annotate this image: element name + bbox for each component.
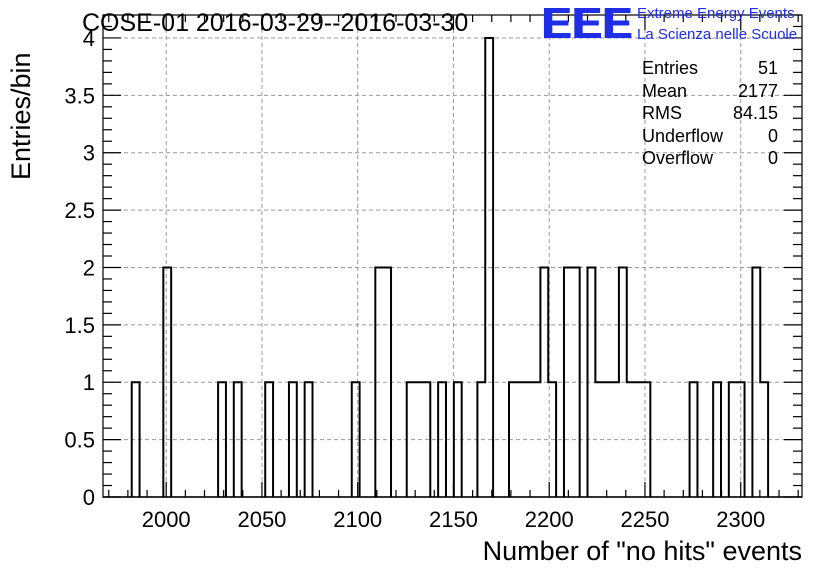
- x-axis-label: Number of "no hits" events: [482, 536, 802, 566]
- axis-ticks: [103, 14, 802, 498]
- x-tick-label: 2100: [333, 507, 382, 532]
- stat-value: 2177: [737, 80, 778, 101]
- logo-subtitle-line1: Extreme Energy Events: [637, 5, 795, 22]
- stat-name: Underflow: [642, 125, 724, 146]
- stat-value: 0: [767, 148, 778, 168]
- stat-row-rms: RMS 84.15: [640, 103, 780, 126]
- y-tick-label: 2.5: [64, 198, 95, 223]
- stat-name: RMS: [642, 103, 682, 123]
- logo-mark: EEE: [542, 0, 634, 48]
- stat-name: Overflow: [642, 148, 714, 168]
- x-tick-label: 2050: [237, 507, 286, 532]
- stat-value: 51: [757, 58, 778, 78]
- stat-row-overflow: Overflow 0: [640, 148, 780, 171]
- stat-row-underflow: Underflow 0: [640, 126, 780, 149]
- histogram-outline: [130, 36, 770, 497]
- x-tick-label: 2150: [429, 507, 478, 532]
- y-tick-label: 0: [83, 485, 95, 510]
- stats-box: Entries 51 Mean 2177 RMS 84.15 Underflow…: [640, 58, 780, 171]
- stat-name: Mean: [642, 80, 688, 101]
- y-tick-label: 2: [83, 255, 95, 280]
- y-tick-label: 3: [83, 141, 95, 166]
- stat-row-entries: Entries 51: [640, 58, 780, 81]
- chart-title: COSE-01 2016-03-29--2016-03-30: [82, 9, 469, 37]
- y-tick-label: 3.5: [64, 83, 95, 108]
- y-axis-label: Entries/bin: [6, 52, 36, 180]
- y-tick-label: 4: [83, 26, 95, 51]
- stat-value: 84.15: [732, 103, 778, 123]
- stat-row-mean: Mean 2177: [640, 81, 780, 104]
- logo-subtitle-line2: La Scienza nelle Scuole: [637, 26, 798, 43]
- x-tick-label: 2250: [620, 507, 669, 532]
- y-tick-label: 0.5: [64, 428, 95, 453]
- x-tick-label: 2200: [525, 507, 574, 532]
- y-tick-label: 1: [83, 370, 95, 395]
- y-tick-label: 1.5: [64, 313, 95, 338]
- axis-tick-labels: 2000 2050 2100 2150 2200 2250 2300 0 0.5 1 1.5 2 2.5…: [64, 26, 765, 532]
- x-tick-label: 2300: [716, 507, 765, 532]
- stat-value: 0: [767, 125, 778, 146]
- stat-name: Entries: [642, 58, 699, 78]
- x-tick-label: 2000: [142, 507, 191, 532]
